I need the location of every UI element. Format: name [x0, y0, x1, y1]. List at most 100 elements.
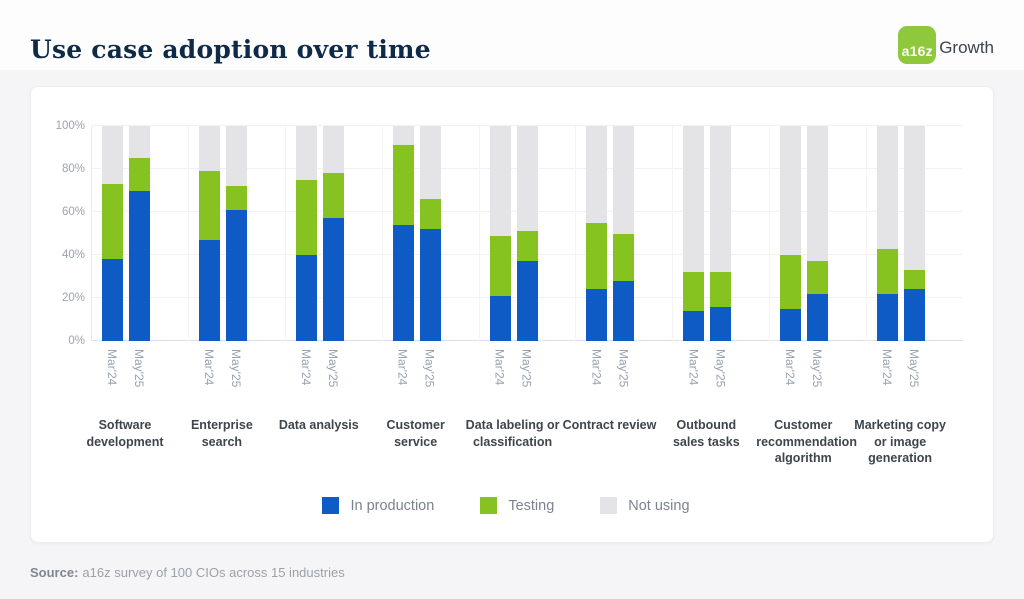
segment-not-using	[198, 126, 220, 172]
x-tick-label: Mar'24	[298, 349, 313, 386]
segment-testing	[516, 231, 538, 262]
bar-groups	[92, 126, 963, 341]
x-tick-cell: Mar'24 May'25	[866, 341, 963, 403]
x-tick-cell: Mar'24 May'25	[285, 341, 382, 403]
segment-testing	[102, 184, 123, 260]
stacked-bar	[392, 126, 414, 341]
bar-group	[92, 126, 189, 341]
segment-not-using	[516, 126, 538, 232]
bar-group	[480, 126, 577, 341]
stacked-bar	[877, 126, 899, 341]
category-label: Marketing copy or image generation	[854, 418, 946, 465]
bar-group	[673, 126, 771, 341]
bar-pair	[586, 126, 635, 341]
x-tick-label: Mar'24	[395, 349, 410, 386]
segment-in-production	[419, 229, 441, 341]
category-cell: Customer service	[382, 417, 479, 495]
segment-not-using	[322, 126, 344, 174]
segment-in-production	[129, 190, 150, 341]
bar-pair	[489, 126, 538, 341]
stacked-bar	[780, 126, 802, 341]
segment-not-using	[780, 126, 802, 255]
segment-in-production	[392, 224, 414, 341]
segment-in-production	[807, 293, 829, 341]
segment-not-using	[877, 126, 899, 249]
plot-wrap: Mar'24 May'25 Mar'24 May'25 Mar'24 May'25 Mar'…	[86, 125, 963, 495]
bar-group	[383, 126, 480, 341]
x-tick-cell: Mar'24 May'25	[575, 341, 672, 403]
legend-label: Testing	[508, 497, 555, 514]
source-prefix: Source:	[30, 565, 79, 580]
stacked-bar	[102, 126, 123, 341]
segment-not-using	[489, 126, 511, 236]
bar-pair	[780, 126, 829, 341]
segment-not-using	[586, 126, 608, 223]
page-title: Use case adoption over time	[30, 35, 431, 64]
y-tick-label: 20%	[61, 292, 85, 304]
x-tick-label: May'25	[810, 349, 825, 388]
source-text: a16z survey of 100 CIOs across 15 indust…	[82, 565, 345, 580]
bar-group	[189, 126, 286, 341]
legend-item: In production	[322, 497, 434, 514]
x-tick-label: Mar'24	[492, 349, 507, 386]
stacked-bar	[129, 126, 150, 341]
legend-item: Not using	[600, 497, 690, 514]
x-tick-label: May'25	[616, 349, 631, 388]
legend-swatch-in-production	[322, 497, 340, 514]
segment-in-production	[877, 293, 899, 341]
segment-not-using	[613, 126, 635, 234]
category-cell: Contract review	[563, 417, 672, 495]
category-cell: Customer recommendation algorithm	[756, 417, 866, 495]
stacked-bar	[295, 126, 317, 341]
segment-testing	[904, 270, 926, 290]
segment-in-production	[516, 261, 538, 341]
segment-testing	[780, 255, 802, 309]
bar-group	[286, 126, 383, 341]
x-tick-label: May'25	[228, 349, 243, 388]
bar-pair	[683, 126, 732, 341]
segment-in-production	[710, 306, 732, 341]
x-tick-cell: Mar'24 May'25	[672, 341, 769, 403]
segment-testing	[807, 261, 829, 294]
bar-pair	[198, 126, 247, 341]
x-tick-cell: Mar'24 May'25	[769, 341, 866, 403]
category-label: Customer recommendation algorithm	[756, 418, 857, 465]
segment-in-production	[489, 295, 511, 341]
segment-not-using	[392, 126, 414, 146]
x-tick-label: Mar'24	[686, 349, 701, 386]
plot	[91, 125, 963, 341]
stacked-bar	[904, 126, 926, 341]
category-label: Outbound sales tasks	[672, 418, 740, 449]
y-tick-label: 80%	[61, 163, 85, 175]
category-cell: Software development	[86, 417, 188, 495]
legend-item: Testing	[480, 497, 554, 514]
segment-not-using	[904, 126, 926, 271]
chart-area: 0% 20% 40% 60% 80% 100% Mar'24 May'25 Mar'24 May…	[49, 120, 963, 495]
category-label: Software development	[86, 418, 164, 449]
segment-in-production	[198, 239, 220, 341]
bar-group	[576, 126, 674, 341]
x-tick-labels: Mar'24 May'25 Mar'24 May'25 Mar'24 May'25 Mar'…	[91, 341, 963, 403]
stacked-bar	[613, 126, 635, 341]
y-tick-label: 0%	[68, 335, 85, 347]
bar-group	[867, 126, 963, 341]
source-note: Source: a16z survey of 100 CIOs across 15…	[30, 565, 994, 580]
a16z-growth-logo: a16z Growth	[898, 26, 994, 64]
segment-testing	[322, 173, 344, 219]
y-tick-label: 60%	[61, 206, 85, 218]
bar-pair	[392, 126, 441, 341]
category-cell: Outbound sales tasks	[672, 417, 769, 495]
category-label: Enterprise search	[190, 418, 253, 449]
category-label: Data analysis	[278, 418, 359, 432]
bar-group	[770, 126, 868, 341]
a16z-logo-badge: a16z	[898, 26, 937, 64]
logo-growth-label: Growth	[939, 38, 994, 57]
bar-pair	[295, 126, 344, 341]
category-cell: Data analysis	[279, 417, 382, 495]
gridline	[92, 125, 963, 126]
x-tick-label: Mar'24	[880, 349, 895, 386]
segment-not-using	[683, 126, 705, 273]
segment-testing	[586, 222, 608, 290]
segment-in-production	[613, 280, 635, 341]
category-labels: Software development Enterprise search Dat…	[86, 417, 963, 495]
